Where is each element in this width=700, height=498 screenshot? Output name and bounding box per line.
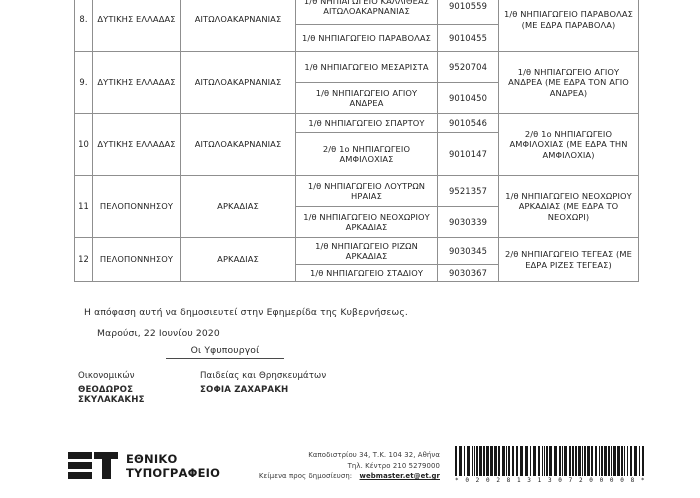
contact-address: Καποδιστρίου 34, Τ.Κ. 104 32, Αθήνα (308, 451, 440, 459)
cell-school: 1/θ ΝΗΠΙΑΓΩΓΕΙΟ ΠΑΡΑΒΟΛΑΣ (295, 24, 438, 52)
cell-result: 1/θ ΝΗΠΙΑΓΩΓΕΙΟ ΠΑΡΑΒΟΛΑΣ (ΜΕ ΕΔΡΑ ΠΑΡΑΒ… (498, 0, 639, 52)
cell-no: 8. (74, 0, 93, 52)
contact-submission: Κείμενα προς δημοσίευση: webmaster.et@et… (228, 471, 440, 482)
cell-directorate: ΑΙΤΩΛΟΑΚΑΡΝΑΝΙΑΣ (180, 0, 296, 52)
table-row: 8. ΔΥΤΙΚΗΣ ΕΛΛΑΔΑΣ ΑΙΤΩΛΟΑΚΑΡΝΑΝΙΑΣ 1/θ … (74, 0, 639, 52)
table-row: 1/θ ΝΗΠΙΑΓΩΓΕΙΟ ΠΑΡΑΒΟΛΑΣ 9010455 (75, 24, 639, 52)
webmaster-email-link[interactable]: webmaster.et@et.gr (359, 472, 440, 481)
table-row: 2/θ 1ο ΝΗΠΙΑΓΩΓΕΙΟ ΑΜΦΙΛΟΧΙΑΣ 9010147 (75, 132, 639, 176)
cell-school: 1/θ ΝΗΠΙΑΓΩΓΕΙΟ ΝΕΟΧΩΡΙΟΥ ΑΡΚΑΔΙΑΣ (295, 206, 438, 238)
contact-info: Καποδιστρίου 34, Τ.Κ. 104 32, Αθήνα Τηλ.… (228, 450, 440, 482)
place-and-date: Μαρούσι, 22 Ιουνίου 2020 (97, 328, 220, 339)
page-footer: ΕΘΝΙΚΟ ΤΥΠΟΓΡΑΦΕΙΟ Καποδιστρίου 34, Τ.Κ.… (0, 436, 700, 498)
cell-code: 9030345 (437, 237, 499, 265)
signature-block: Οι Υφυπουργοί Οικονομικών ΘΕΟΔΩΡΟΣ ΣΚΥΛΑ… (78, 345, 398, 405)
cell-code: 9521357 (437, 175, 499, 207)
cell-no: 11 (74, 175, 93, 238)
table-row: 10 ΔΥΤΙΚΗΣ ΕΛΛΑΔΑΣ ΑΙΤΩΛΟΑΚΑΡΝΑΝΙΑΣ 1/θ … (74, 113, 639, 176)
cell-school: 1/θ ΝΗΠΙΑΓΩΓΕΙΟ ΑΓΙΟΥ ΑΝΔΡΕΑ (295, 82, 438, 114)
cell-region: ΔΥΤΙΚΗΣ ΕΛΛΑΔΑΣ (92, 0, 181, 52)
cell-directorate: ΑΡΚΑΔΙΑΣ (180, 175, 296, 238)
cell-result: 2/θ 1ο ΝΗΠΙΑΓΩΓΕΙΟ ΑΜΦΙΛΟΧΙΑΣ (ΜΕ ΕΔΡΑ Τ… (498, 113, 639, 176)
cell-no: 10 (74, 113, 93, 176)
cell-code: 9010559 (437, 0, 499, 25)
et-logo-icon (68, 450, 120, 482)
school-merger-table: 1/θ ΝΗΠΙΑΓΩΓΕΙΟ 8. ΔΥΤΙΚΗΣ ΕΛΛΑΔΑΣ ΑΙΤΩΛ… (74, 0, 639, 282)
cell-school: 1/θ ΝΗΠΙΑΓΩΓΕΙΟ ΜΕΣΑΡΙΣΤΑ (295, 51, 438, 83)
cell-region: ΠΕΛΟΠΟΝΝΗΣΟΥ (92, 237, 181, 282)
table-row: 1/θ ΝΗΠΙΑΓΩΓΕΙΟ ΣΤΑΔΙΟΥ 9030367 (75, 264, 639, 282)
logo-line-1: ΕΘΝΙΚΟ (126, 451, 178, 466)
cell-code: 9010450 (437, 82, 499, 114)
signatory-role: Οικονομικών (78, 371, 135, 381)
table-row: 9. ΔΥΤΙΚΗΣ ΕΛΛΑΔΑΣ ΑΙΤΩΛΟΑΚΑΡΝΑΝΙΑΣ 1/θ … (74, 51, 639, 114)
cell-code: 9520704 (437, 51, 499, 83)
cell-directorate: ΑΙΤΩΛΟΑΚΑΡΝΑΝΙΑΣ (180, 113, 296, 176)
barcode-bars (455, 446, 645, 476)
signatory-role: Παιδείας και Θρησκευμάτων (200, 371, 327, 381)
national-printing-house-logo: ΕΘΝΙΚΟ ΤΥΠΟΓΡΑΦΕΙΟ (68, 450, 220, 482)
cell-region: ΔΥΤΙΚΗΣ ΕΛΛΑΔΑΣ (92, 113, 181, 176)
cell-code: 9010147 (437, 132, 499, 176)
cell-school: 1/θ ΝΗΠΙΑΓΩΓΕΙΟ ΣΠΑΡΤΟΥ (295, 113, 438, 133)
cell-region: ΔΥΤΙΚΗΣ ΕΛΛΑΔΑΣ (92, 51, 181, 114)
cell-result: 2/θ ΝΗΠΙΑΓΩΓΕΙΟ ΤΕΓΕΑΣ (ΜΕ ΕΔΡΑ ΡΙΖΕΣ ΤΕ… (498, 237, 639, 282)
cell-region: ΠΕΛΟΠΟΝΝΗΣΟΥ (92, 175, 181, 238)
cell-school: 1/θ ΝΗΠΙΑΓΩΓΕΙΟ ΛΟΥΤΡΩΝ ΗΡΑΙΑΣ (295, 175, 438, 207)
cell-code: 9010546 (437, 113, 499, 133)
table-row: 11 ΠΕΛΟΠΟΝΝΗΣΟΥ ΑΡΚΑΔΙΑΣ 1/θ ΝΗΠΙΑΓΩΓΕΙΟ… (74, 175, 639, 238)
table-row: 1/θ ΝΗΠΙΑΓΩΓΕΙΟ ΝΕΟΧΩΡΙΟΥ ΑΡΚΑΔΙΑΣ 90303… (75, 206, 639, 238)
logo-line-2: ΤΥΠΟΓΡΑΦΕΙΟ (126, 466, 221, 480)
cell-directorate: ΑΡΚΑΔΙΑΣ (180, 237, 296, 282)
cell-no: 12 (74, 237, 93, 282)
table-body: 1/θ ΝΗΠΙΑΓΩΓΕΙΟ 8. ΔΥΤΙΚΗΣ ΕΛΛΑΔΑΣ ΑΙΤΩΛ… (74, 0, 639, 282)
contact-phone: Τηλ. Κέντρο 210 5279000 (347, 461, 440, 470)
cell-school: 2/θ 1ο ΝΗΠΙΑΓΩΓΕΙΟ ΑΜΦΙΛΟΧΙΑΣ (295, 132, 438, 176)
table-row: 12 ΠΕΛΟΠΟΝΝΗΣΟΥ ΑΡΚΑΔΙΑΣ 1/θ ΝΗΠΙΑΓΩΓΕΙΟ… (74, 237, 639, 282)
merger-table-container: 1/θ ΝΗΠΙΑΓΩΓΕΙΟ 8. ΔΥΤΙΚΗΣ ΕΛΛΑΔΑΣ ΑΙΤΩΛ… (74, 0, 639, 282)
cell-code: 9030339 (437, 206, 499, 238)
signatories-title: Οι Υφυπουργοί (166, 345, 284, 359)
cell-school: 1/θ ΝΗΠΙΑΓΩΓΕΙΟ ΡΙΖΩΝ ΑΡΚΑΔΙΑΣ (295, 237, 438, 265)
signatory-name: ΘΕΟΔΩΡΟΣ ΣΚΥΛΑΚΑΚΗΣ (78, 385, 145, 405)
cell-school: 1/θ ΝΗΠΙΑΓΩΓΕΙΟ ΚΑΛΛΙΘΕΑΣ ΑΙΤΩΛΟΑΚΑΡΝΑΝΙ… (295, 0, 438, 25)
cell-result: 1/θ ΝΗΠΙΑΓΩΓΕΙΟ ΑΓΙΟΥ ΑΝΔΡΕΑ (ΜΕ ΕΔΡΑ ΤΟ… (498, 51, 639, 114)
signatory-education: Παιδείας και Θρησκευμάτων ΣΟΦΙΑ ΖΑΧΑΡΑΚΗ (200, 371, 326, 405)
publication-note: Η απόφαση αυτή να δημοσιευτεί στην Εφημε… (84, 307, 408, 318)
cell-directorate: ΑΙΤΩΛΟΑΚΑΡΝΑΝΙΑΣ (180, 51, 296, 114)
cell-school: 1/θ ΝΗΠΙΑΓΩΓΕΙΟ ΣΤΑΔΙΟΥ (295, 264, 438, 282)
barcode-digits: * 0 2 0 2 8 1 3 1 3 0 7 2 0 0 0 0 8 * (455, 477, 645, 484)
barcode: * 0 2 0 2 8 1 3 1 3 0 7 2 0 0 0 0 8 * (455, 446, 645, 488)
cell-code: 9030367 (437, 264, 499, 282)
signatories-row: Οικονομικών ΘΕΟΔΩΡΟΣ ΣΚΥΛΑΚΑΚΗΣ Παιδείας… (78, 371, 398, 405)
signatory-name: ΣΟΦΙΑ ΖΑΧΑΡΑΚΗ (200, 385, 289, 395)
cell-no: 9. (74, 51, 93, 114)
logo-text: ΕΘΝΙΚΟ ΤΥΠΟΓΡΑΦΕΙΟ (126, 452, 220, 480)
signatory-finance: Οικονομικών ΘΕΟΔΩΡΟΣ ΣΚΥΛΑΚΑΚΗΣ (78, 371, 200, 405)
cell-code: 9010455 (437, 24, 499, 52)
submission-label: Κείμενα προς δημοσίευση: (258, 472, 353, 481)
cell-result: 1/θ ΝΗΠΙΑΓΩΓΕΙΟ ΝΕΟΧΩΡΙΟΥ ΑΡΚΑΔΙΑΣ (ΜΕ Ε… (498, 175, 639, 238)
